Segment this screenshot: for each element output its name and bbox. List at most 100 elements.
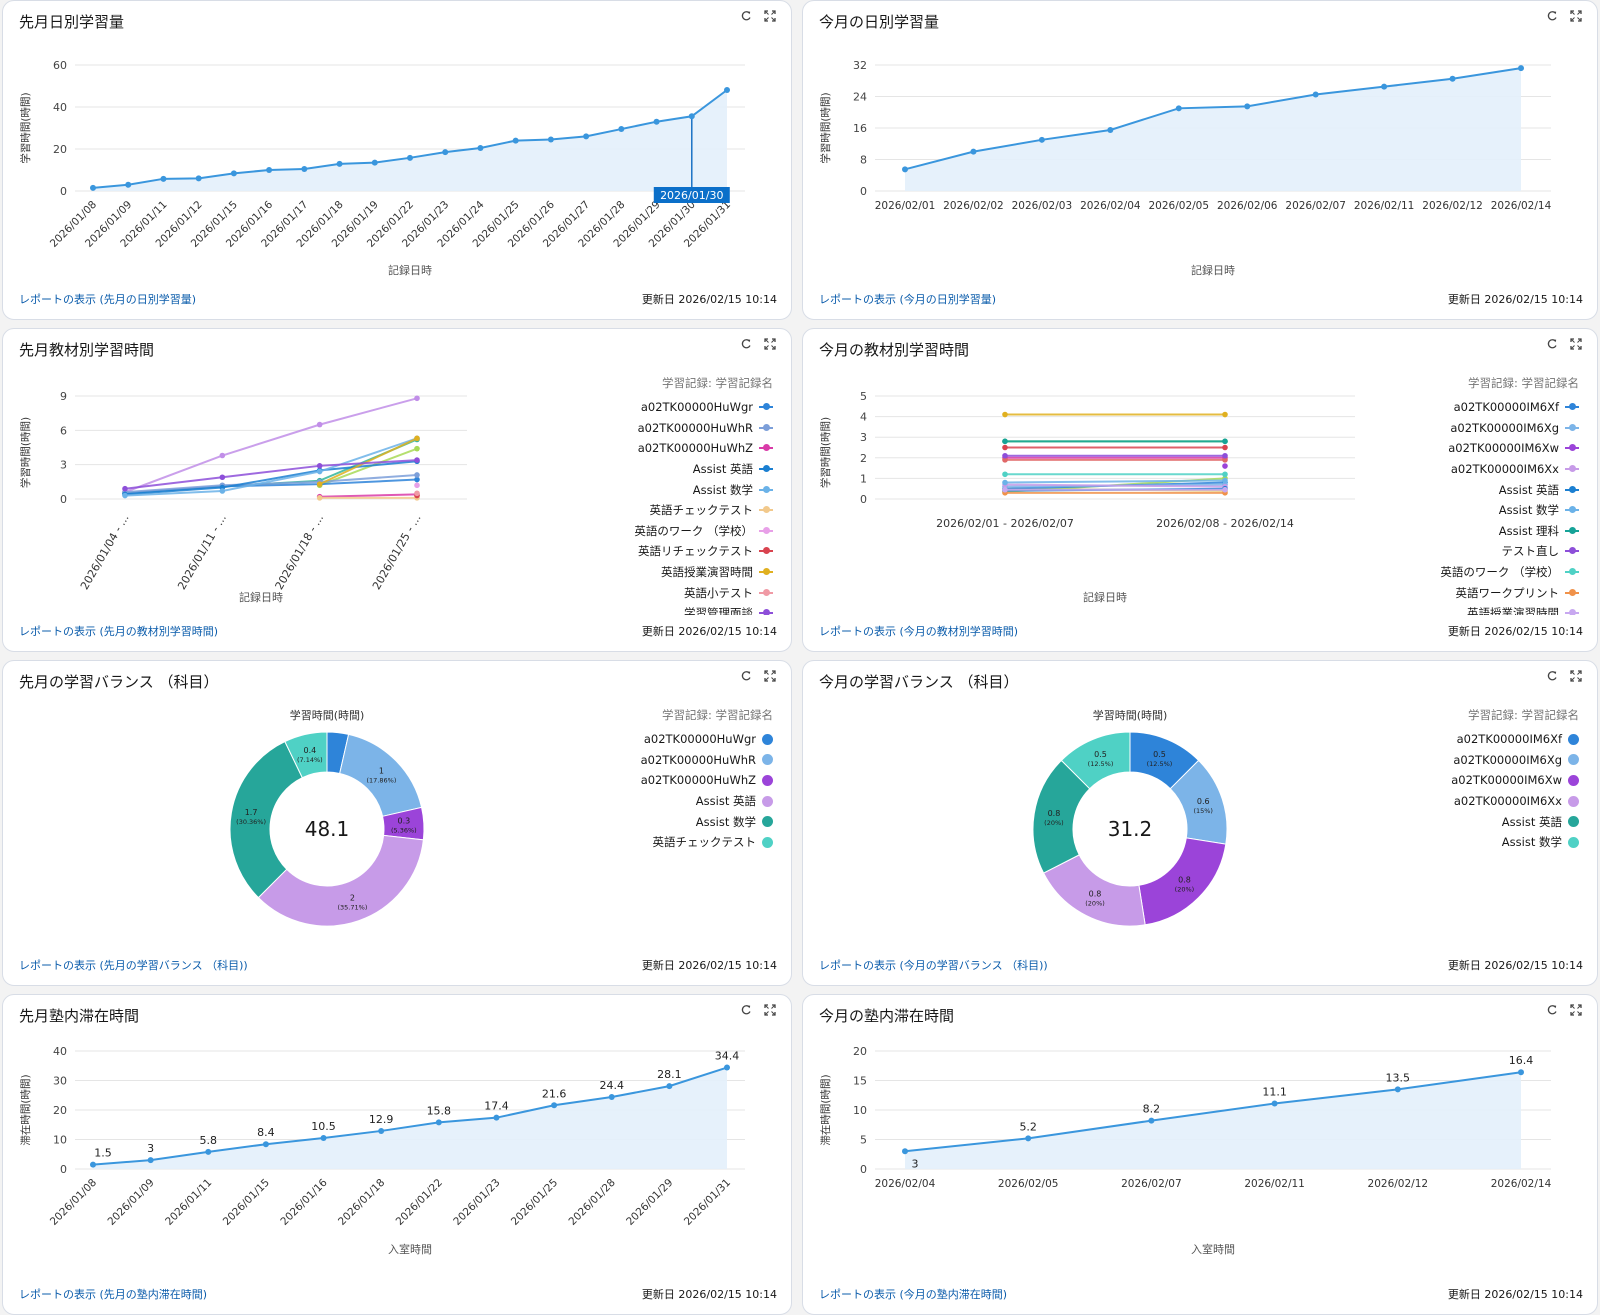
donut-slice[interactable] [284, 731, 328, 779]
data-point[interactable] [125, 181, 132, 188]
data-point[interactable] [1038, 136, 1045, 143]
data-point[interactable] [1222, 477, 1228, 484]
data-point[interactable] [551, 1102, 558, 1109]
data-point[interactable] [970, 148, 977, 155]
expand-icon[interactable] [1569, 9, 1583, 23]
data-point[interactable] [1107, 126, 1114, 133]
legend-item[interactable]: 英語チェックテスト [473, 500, 773, 521]
data-point[interactable] [219, 452, 226, 459]
data-point[interactable] [301, 165, 308, 172]
legend-item[interactable]: Assist 数学 [1279, 500, 1579, 521]
data-point[interactable] [1518, 1069, 1524, 1076]
data-point[interactable] [195, 175, 202, 182]
data-point[interactable] [547, 136, 554, 143]
data-point[interactable] [583, 133, 590, 140]
legend-item[interactable]: 英語小テスト [473, 582, 773, 603]
data-point[interactable] [316, 421, 323, 428]
data-point[interactable] [1271, 1100, 1278, 1107]
data-point[interactable] [378, 1127, 385, 1134]
data-point[interactable] [219, 488, 226, 494]
data-point[interactable] [724, 1064, 730, 1071]
legend-item[interactable]: 英語リチェックテスト [473, 541, 773, 562]
data-point[interactable] [1222, 444, 1228, 451]
legend-item[interactable]: テスト直し [1279, 541, 1579, 562]
data-point[interactable] [666, 1083, 673, 1090]
legend-item[interactable]: a02TK00000HuWhZ [473, 770, 773, 791]
data-point[interactable] [1244, 103, 1251, 110]
data-point[interactable] [205, 1148, 212, 1155]
data-point[interactable] [1222, 463, 1228, 469]
data-point[interactable] [1222, 471, 1228, 478]
expand-icon[interactable] [763, 1003, 777, 1017]
data-point[interactable] [316, 463, 323, 469]
expand-icon[interactable] [763, 9, 777, 23]
data-point[interactable] [1449, 75, 1456, 82]
legend-item[interactable]: a02TK00000HuWhR [473, 418, 773, 439]
data-point[interactable] [1381, 83, 1388, 90]
expand-icon[interactable] [763, 669, 777, 683]
data-point[interactable] [414, 457, 420, 463]
data-point[interactable] [1312, 91, 1319, 98]
data-point[interactable] [1518, 65, 1524, 72]
data-point[interactable] [407, 154, 413, 161]
legend-item[interactable]: a02TK00000IM6Xx [1279, 459, 1579, 480]
refresh-icon[interactable] [1545, 9, 1559, 23]
data-point[interactable] [266, 167, 273, 173]
legend-item[interactable]: a02TK00000HuWgr [473, 729, 773, 750]
data-point[interactable] [1222, 457, 1228, 463]
refresh-icon[interactable] [739, 337, 753, 351]
data-point[interactable] [414, 482, 420, 489]
data-point[interactable] [477, 144, 484, 151]
legend-item[interactable]: 学習管理面談 [473, 603, 773, 615]
legend-item[interactable]: a02TK00000IM6Xg [1279, 418, 1579, 439]
data-point[interactable] [1175, 105, 1182, 112]
legend-item[interactable]: Assist 理科 [1279, 521, 1579, 542]
legend-item[interactable]: Assist 数学 [473, 811, 773, 832]
expand-icon[interactable] [1569, 337, 1583, 351]
refresh-icon[interactable] [1545, 669, 1559, 683]
legend-item[interactable]: a02TK00000IM6Xw [1279, 770, 1579, 791]
legend-item[interactable]: Assist 数学 [473, 479, 773, 500]
expand-icon[interactable] [1569, 669, 1583, 683]
data-point[interactable] [414, 490, 420, 497]
refresh-icon[interactable] [739, 669, 753, 683]
legend-item[interactable]: Assist 英語 [473, 459, 773, 480]
data-point[interactable] [90, 1161, 96, 1168]
legend-item[interactable]: a02TK00000HuWhR [473, 750, 773, 771]
data-point[interactable] [1002, 479, 1008, 486]
legend-item[interactable]: 英語授業演習時間 [1279, 603, 1579, 615]
data-point[interactable] [230, 170, 237, 177]
data-point[interactable] [414, 435, 420, 442]
data-point[interactable] [147, 1157, 154, 1164]
view-report-link[interactable]: レポートの表示 (今月の教材別学習時間) [819, 625, 1019, 638]
data-point[interactable] [1002, 457, 1008, 463]
donut-slice[interactable] [257, 834, 424, 927]
data-point[interactable] [219, 474, 226, 481]
legend-item[interactable]: a02TK00000HuWhZ [473, 438, 773, 459]
data-point[interactable] [435, 1119, 442, 1126]
data-point[interactable] [316, 481, 323, 487]
data-point[interactable] [1002, 471, 1008, 478]
legend-item[interactable]: a02TK00000IM6Xf [1279, 397, 1579, 418]
data-point[interactable] [1002, 438, 1008, 445]
data-point[interactable] [608, 1094, 615, 1101]
data-point[interactable] [160, 175, 167, 182]
data-point[interactable] [316, 495, 323, 501]
data-point[interactable] [688, 113, 695, 120]
data-point[interactable] [1002, 452, 1008, 459]
view-report-link[interactable]: レポートの表示 (先月の日別学習量) [19, 293, 197, 306]
legend-item[interactable]: 英語ワークプリント [1279, 582, 1579, 603]
data-point[interactable] [320, 1135, 327, 1142]
expand-icon[interactable] [763, 337, 777, 351]
view-report-link[interactable]: レポートの表示 (先月の塾内滞在時間) [19, 1288, 208, 1301]
data-point[interactable] [1148, 1117, 1155, 1124]
refresh-icon[interactable] [1545, 337, 1559, 351]
view-report-link[interactable]: レポートの表示 (今月の塾内滞在時間) [819, 1288, 1008, 1301]
data-point[interactable] [493, 1114, 500, 1121]
legend-item[interactable]: a02TK00000IM6Xg [1279, 750, 1579, 771]
legend-item[interactable]: 英語チェックテスト [473, 832, 773, 853]
legend-item[interactable]: 英語のワーク （学校） [473, 521, 773, 542]
data-point[interactable] [902, 166, 908, 173]
data-point[interactable] [1222, 452, 1228, 459]
data-point[interactable] [902, 1148, 908, 1155]
